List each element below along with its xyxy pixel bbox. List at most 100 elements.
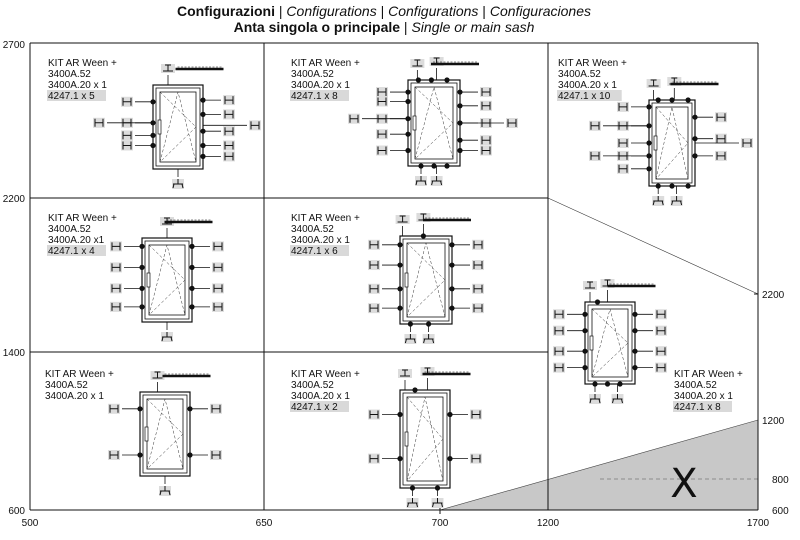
qty-highlight [290,245,349,256]
title-es: Configuraciones [489,3,591,19]
y-tick-label: 2200 [3,194,26,205]
cell-label-line: 3400A.52 [674,380,717,391]
opening-indicator [159,91,197,163]
title-it: Configurazioni [177,3,275,19]
x-tick-label: 1200 [537,518,560,529]
title-line-2: Anta singola o principale | Single or ma… [0,19,768,35]
bottom-fitting-icon [404,334,417,344]
espagnolette-bar-icon [422,371,471,376]
handle-icon [589,335,594,351]
cell-label-line: KIT AR Ween + [558,58,627,69]
cell-label-line: 3400A.52 [45,380,88,391]
title-sep: | [275,3,287,19]
espagnolette-bar-icon [607,283,656,288]
cell-label-line: KIT AR Ween + [48,213,117,224]
cell-label-line: 3400A.52 [558,69,601,80]
window-sash-drawing [553,279,667,404]
opening-indicator [591,308,629,378]
espagnolette-bar-icon [175,66,224,71]
bottom-fitting-icon [406,498,419,508]
fixing-point-icon [415,77,421,83]
y-tick-label: 800 [772,475,789,486]
cell-label-line: 3400A.52 [48,69,91,80]
cell-label-line: 3400A.20 x1 [48,235,105,246]
cell-label-line: 3400A.20 x 1 [48,80,107,91]
y-tick-label: 600 [8,506,25,517]
opening-indicator [655,106,689,180]
cell-label-line: KIT AR Ween + [48,58,117,69]
espagnolette-bar-icon [670,81,719,86]
hinge-icon [583,281,597,290]
x-tick-label: 500 [22,518,39,529]
y-tick-label: 1400 [3,348,26,359]
x-axis: 500 650 700 1200 1700 [22,518,770,529]
fixing-point-icon [655,97,661,103]
x-tick-label: 650 [256,518,273,529]
handle-icon [146,272,151,288]
espagnolette-bar-icon [164,219,213,224]
cell-label-line: 3400A.20 x 1 [558,80,617,91]
cell-label-line: 3400A.20 x 1 [291,235,350,246]
qty-label: 4247.1 x 6 [291,246,338,257]
bottom-fitting-icon [422,334,435,344]
qty-highlight [673,401,732,412]
qty-label: 4247.1 x 5 [48,91,95,102]
title-fr: Configurations [388,3,479,19]
opening-indicator [148,244,186,316]
windows-layer [93,57,753,508]
y-tick-label: 2700 [3,40,26,51]
opening-indicator [406,396,444,482]
fixing-point-icon [444,163,450,169]
fixing-point-icon [594,299,601,305]
qty-label: 4247.1 x 2 [291,402,338,413]
y-tick-label: 2200 [762,290,785,301]
bottom-fitting-icon [611,394,624,404]
y-tick-label: 1200 [762,416,785,427]
bottom-fitting-icon [430,176,443,186]
fixing-point-icon [685,97,691,103]
fixing-point-icon [428,77,434,83]
handle-icon [157,119,162,135]
bottom-fitting-icon [589,394,601,404]
espagnolette-bar-icon [423,217,471,222]
y-axis-right: 2200 1200 800 600 [762,290,789,517]
qty-label: 4247.1 x 8 [291,91,338,102]
window-sash-drawing [108,371,222,496]
bottom-fitting-icon [172,179,184,189]
qty-label: 4247.1 x 4 [48,246,95,257]
bottom-fitting-icon [415,176,427,186]
window-sash-drawing [110,217,224,342]
qty-highlight [290,90,349,101]
hinge-icon [395,215,410,224]
cell-label-line: KIT AR Ween + [291,369,360,380]
cell-label-line: 3400A.52 [291,224,334,235]
handle-icon [412,115,417,131]
cell-label-line: 3400A.20 x 1 [674,391,733,402]
cell-label-line: 3400A.52 [48,224,91,235]
title-en: Configurations [286,3,377,19]
cell-label-line: KIT AR Ween + [291,213,360,224]
cell-label-line: 3400A.20 x 1 [45,391,104,402]
qty-highlight [557,90,622,101]
y-axis-left: 2700 2200 1400 600 [3,40,26,517]
hinge-icon [161,64,175,73]
cell-label-line: 3400A.20 x 1 [291,80,350,91]
opening-indicator [414,86,454,160]
qty-highlight [47,90,106,101]
qty-highlight [47,245,106,256]
window-sash-drawing [348,57,518,186]
bottom-fitting-icon [161,332,173,342]
cell-label-line: 3400A.52 [291,69,334,80]
excluded-zone [439,419,759,511]
sash-outer-frame [399,235,453,325]
subtitle-sep: | [400,19,412,35]
excluded-zone-x-label: X [670,461,697,507]
opening-indicator [406,242,446,318]
title-sep: | [478,3,490,19]
